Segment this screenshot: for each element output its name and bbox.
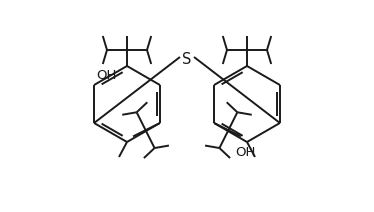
Text: S: S [182, 53, 192, 67]
Text: OH: OH [96, 69, 116, 82]
Text: OH: OH [235, 146, 255, 159]
